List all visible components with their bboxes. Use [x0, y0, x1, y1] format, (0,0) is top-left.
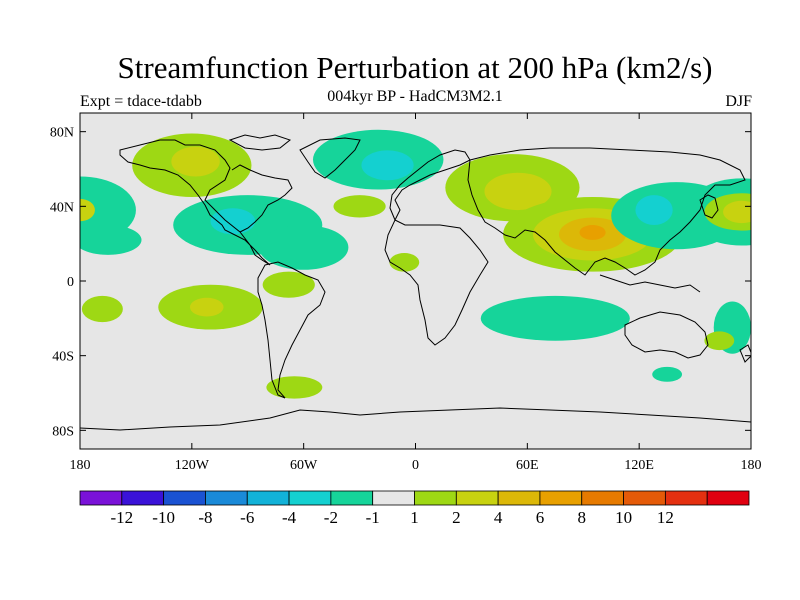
coast-east-north-america	[231, 164, 293, 233]
colorbar-label: 12	[657, 508, 674, 527]
colorbar-swatch	[163, 490, 206, 506]
colorbar-swatch	[288, 490, 332, 506]
colorbar-swatch	[581, 490, 624, 506]
colorbar-swatch	[623, 490, 666, 506]
model-label: 004kyr BP - HadCM3M2.1	[327, 88, 503, 105]
season-label: DJF	[725, 93, 752, 110]
coast-south-america	[257, 261, 326, 399]
anomaly-south-pacific-west	[81, 295, 123, 323]
colorbar-swatch	[372, 490, 415, 506]
y-tick-label: 0	[67, 275, 74, 290]
colorbar-swatch	[455, 490, 499, 506]
colorbar-swatch	[539, 490, 583, 506]
anomaly-north-america-south-inner	[210, 208, 256, 235]
anomaly-japan-inner	[635, 195, 673, 225]
colorbar-label: -6	[240, 508, 254, 527]
x-tick-label: 0	[412, 458, 419, 473]
coast-indonesia	[599, 274, 701, 293]
anomaly-north-pacific-west-core	[723, 200, 751, 224]
colorbar-label: 10	[615, 508, 632, 527]
anomaly-caribbean-atlantic	[258, 225, 349, 270]
colorbar-label: -1	[366, 508, 380, 527]
anomaly-greenland-atlantic-inner	[361, 150, 414, 181]
colorbar-label: 1	[410, 508, 419, 527]
colorbar-label: 2	[452, 508, 461, 527]
coast-arctic-islands	[228, 134, 292, 151]
anomaly-south-asia-4	[579, 225, 606, 240]
colorbar-label: 4	[494, 508, 503, 527]
y-tick-label: 80N	[50, 126, 74, 141]
colorbar-swatch	[330, 490, 374, 506]
colorbar-label: -12	[110, 508, 133, 527]
y-tick-label: 40S	[52, 350, 74, 365]
coast-europe	[389, 149, 471, 222]
coast-greenland	[299, 137, 361, 179]
x-tick-label: 120W	[175, 458, 210, 473]
colorbar-swatch	[414, 490, 457, 506]
colorbar-swatch	[497, 490, 541, 506]
colorbar-swatch	[246, 490, 290, 506]
anomaly-west-africa	[389, 253, 420, 272]
colorbar-label: -2	[324, 508, 338, 527]
anomaly-central-pacific-north	[80, 225, 142, 255]
colorbar-label: 6	[536, 508, 545, 527]
anomaly-indian-ocean-south	[480, 295, 630, 341]
x-tick-label: 120E	[624, 458, 654, 473]
coast-japan	[699, 194, 719, 219]
anomaly-central-asia-inner	[484, 172, 552, 211]
coast-antarctica	[80, 407, 751, 431]
coast-north-america	[119, 139, 271, 266]
coastline-layer	[80, 134, 751, 431]
axis-ticks: 80N 40N 0 40S 80S 180 120W 60W 0 60E 120E 180	[50, 113, 762, 473]
coast-asia	[467, 147, 746, 276]
experiment-label: Expt = tdace-tdabb	[80, 93, 202, 110]
coast-africa	[384, 219, 489, 346]
anomaly-alaska-canada-inner	[171, 146, 220, 177]
coast-new-zealand	[739, 344, 751, 363]
anomaly-north-atlantic-east	[333, 195, 386, 218]
colorbar: -12 -10 -8 -6 -4 -2 -1 1 2 4 6 8 10 12	[79, 490, 750, 527]
colorbar-label: 8	[578, 508, 587, 527]
colorbar-swatch	[79, 490, 123, 506]
anomaly-layer	[80, 129, 751, 399]
y-tick-label: 80S	[52, 424, 74, 439]
y-tick-label: 40N	[50, 200, 74, 215]
colorbar-label: -10	[152, 508, 175, 527]
colorbar-swatch	[664, 490, 708, 506]
colorbar-label: -8	[198, 508, 212, 527]
colorbar-label: -4	[282, 508, 297, 527]
coast-australia	[624, 311, 709, 359]
anomaly-brazil	[262, 271, 315, 298]
colorbar-swatch	[121, 490, 165, 506]
x-tick-label: 180	[70, 458, 91, 473]
colorbar-swatch	[205, 490, 248, 506]
x-tick-label: 60W	[290, 458, 318, 473]
anomaly-dateline-north-inner	[80, 198, 95, 222]
colorbar-swatch	[706, 490, 750, 506]
plot-title: Streamfunction Perturbation at 200 hPa (…	[117, 50, 713, 85]
x-tick-label: 180	[741, 458, 762, 473]
anomaly-southern-ocean-south-indian	[652, 366, 683, 382]
anomaly-south-pacific-east	[704, 331, 735, 351]
x-tick-label: 60E	[516, 458, 539, 473]
anomaly-east-pacific-south-inner	[189, 297, 224, 317]
